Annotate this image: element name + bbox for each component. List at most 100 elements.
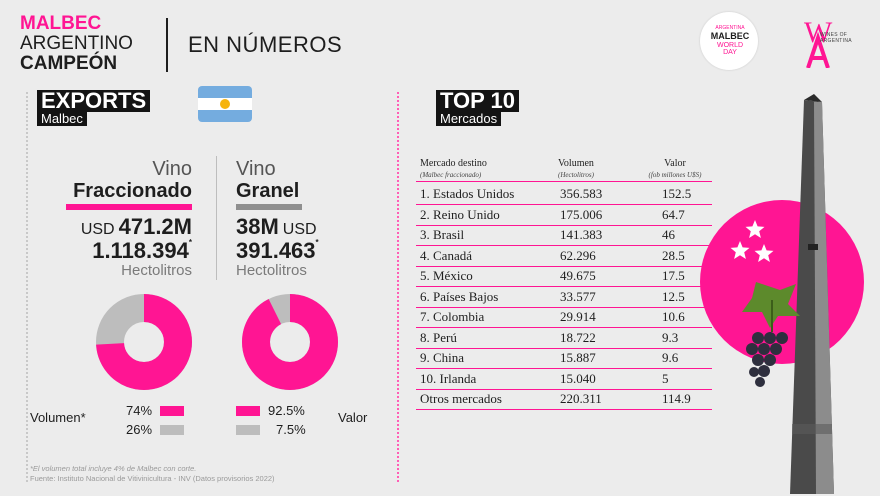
row-rule <box>416 204 712 205</box>
row-rule <box>416 347 712 349</box>
exports-title: EXPORTS <box>37 90 151 112</box>
volume-cell: 220.311 <box>560 391 602 406</box>
wmd-logo-line-3: WORLD <box>716 42 744 49</box>
value-cell: 12.5 <box>662 288 685 304</box>
legend-swatch-fraccionado <box>160 406 184 416</box>
top10-title: TOP 10 <box>436 90 520 112</box>
value-cell: 5 <box>662 370 669 386</box>
left-dotted-divider <box>26 92 28 482</box>
granel-value: 38M USD <box>236 214 317 240</box>
granel-label-1: Vino <box>236 158 276 180</box>
footnote: *El volumen total incluye 4% de Malbec c… <box>30 464 275 484</box>
market-cell: 1. Estados Unidos <box>420 186 515 201</box>
volume-cell: 18.722 <box>560 329 596 345</box>
brand-line-2: ARGENTINO <box>20 33 133 54</box>
table-header-volumen: Volumen (Hectolitros) <box>558 158 594 181</box>
granel-volume: 391.463* <box>236 238 319 264</box>
granel-currency: USD <box>282 221 317 238</box>
market-cell: Otros mercados <box>420 391 502 406</box>
row-rule <box>416 286 712 287</box>
legend-swatch-granel <box>160 425 184 435</box>
row-rule <box>416 409 712 410</box>
row-rule <box>416 368 712 369</box>
fraccionado-unit: Hectolitros <box>121 262 192 279</box>
fraccionado-amount: 471.2M <box>118 214 192 239</box>
value-cell: 9.6 <box>662 350 679 365</box>
exports-subtitle: Malbec <box>37 112 87 126</box>
granel-volume-mark: * <box>315 238 319 247</box>
column-sub-mercado: (Malbec fraccionado) <box>420 171 482 179</box>
table-row: Otros mercados 220.311 114.9 <box>416 389 712 410</box>
granel-underline <box>236 204 302 210</box>
header-divider <box>166 18 168 72</box>
market-cell: 4. Canadá <box>420 247 472 263</box>
argentina-flag <box>198 86 252 122</box>
value-cell: 17.5 <box>662 268 685 283</box>
wmd-logo-line-4: DAY <box>723 49 737 56</box>
page-title: EN NÚMEROS <box>188 32 343 57</box>
row-rule <box>416 245 712 246</box>
wmd-logo-line-1: ARGENTINA <box>715 25 745 31</box>
market-cell: 2. Reino Unido <box>420 206 500 222</box>
row-rule <box>416 327 712 328</box>
column-sub-volumen: (Hectolitros) <box>558 171 594 179</box>
column-header-mercado: Mercado destino <box>420 158 487 169</box>
granel-unit: Hectolitros <box>236 262 307 279</box>
value-cell: 114.9 <box>662 391 691 406</box>
fraccionado-currency: USD <box>80 221 115 238</box>
volume-cell: 15.887 <box>560 350 596 365</box>
row-rule <box>416 306 712 308</box>
row-rule <box>416 388 712 390</box>
fraccionado-volume: 1.118.394* <box>40 238 192 264</box>
table-row: 5. México 49.675 17.5 <box>416 266 712 287</box>
footnote-line-2: Fuente: Instituto Nacional de Vitivinicu… <box>30 474 275 483</box>
legend-volumen-label: Volumen* <box>30 410 86 425</box>
brand-line-3: CAMPEÓN <box>20 53 118 74</box>
value-cell: 28.5 <box>662 247 685 263</box>
volumen-fraccionado-slice <box>96 294 192 390</box>
value-cell: 64.7 <box>662 206 685 222</box>
row-rule <box>416 224 712 226</box>
table-header-valor: Valor (fob millones U$S) <box>640 158 710 181</box>
table-row: 2. Reino Unido 175.006 64.7 <box>416 205 712 226</box>
volume-cell: 62.296 <box>560 247 596 263</box>
brand-line-1: MALBEC <box>20 13 102 34</box>
center-dotted-divider <box>397 92 399 482</box>
granel-amount: 38M <box>236 214 279 239</box>
column-header-valor: Valor <box>664 158 686 169</box>
woa-logo-text: WINES OF ARGENTINA <box>820 32 852 44</box>
volume-cell: 175.006 <box>560 206 603 222</box>
table-row: 6. Países Bajos 33.577 12.5 <box>416 287 712 308</box>
fraccionado-label-1: Vino <box>152 158 192 180</box>
brand-title: MALBEC ARGENTINO CAMPEÓN <box>20 14 133 74</box>
footnote-line-1: *El volumen total incluye 4% de Malbec c… <box>30 464 197 473</box>
volumen-donut-chart <box>96 294 192 390</box>
legend-volumen-fraccionado: 74% <box>126 403 153 418</box>
table-row: 3. Brasil 141.383 46 <box>416 225 712 246</box>
stars-icon <box>730 220 774 262</box>
table-row: 7. Colombia 29.914 10.6 <box>416 307 712 328</box>
legend-valor-fraccionado: 92.5% <box>268 403 305 418</box>
volume-cell: 29.914 <box>560 309 596 324</box>
value-cell: 46 <box>662 227 675 242</box>
row-rule <box>416 265 712 267</box>
market-cell: 9. China <box>420 350 465 365</box>
obelisk-image <box>790 94 834 494</box>
table-row: 9. China 15.887 9.6 <box>416 348 712 369</box>
top10-subtitle: Mercados <box>436 112 502 126</box>
legend-swatch-granel-valor <box>236 425 260 435</box>
legend-valor-granel: 7.5% <box>276 422 306 437</box>
column-sub-valor: (fob millones U$S) <box>648 171 702 179</box>
legend-valor-label: Valor <box>338 410 368 425</box>
volume-cell: 49.675 <box>560 268 596 283</box>
market-cell: 7. Colombia <box>420 309 485 324</box>
volume-cell: 356.583 <box>560 186 603 201</box>
market-cell: 10. Irlanda <box>420 370 477 386</box>
granel-volume-number: 391.463 <box>236 238 316 263</box>
volume-cell: 141.383 <box>560 227 603 242</box>
table-row: 1. Estados Unidos 356.583 152.5 <box>416 184 712 205</box>
grape-cluster-icon <box>742 282 800 387</box>
volume-cell: 33.577 <box>560 288 596 304</box>
wmd-logo-line-2: MALBEC <box>710 31 750 41</box>
legend-volumen-granel: 26% <box>126 422 153 437</box>
